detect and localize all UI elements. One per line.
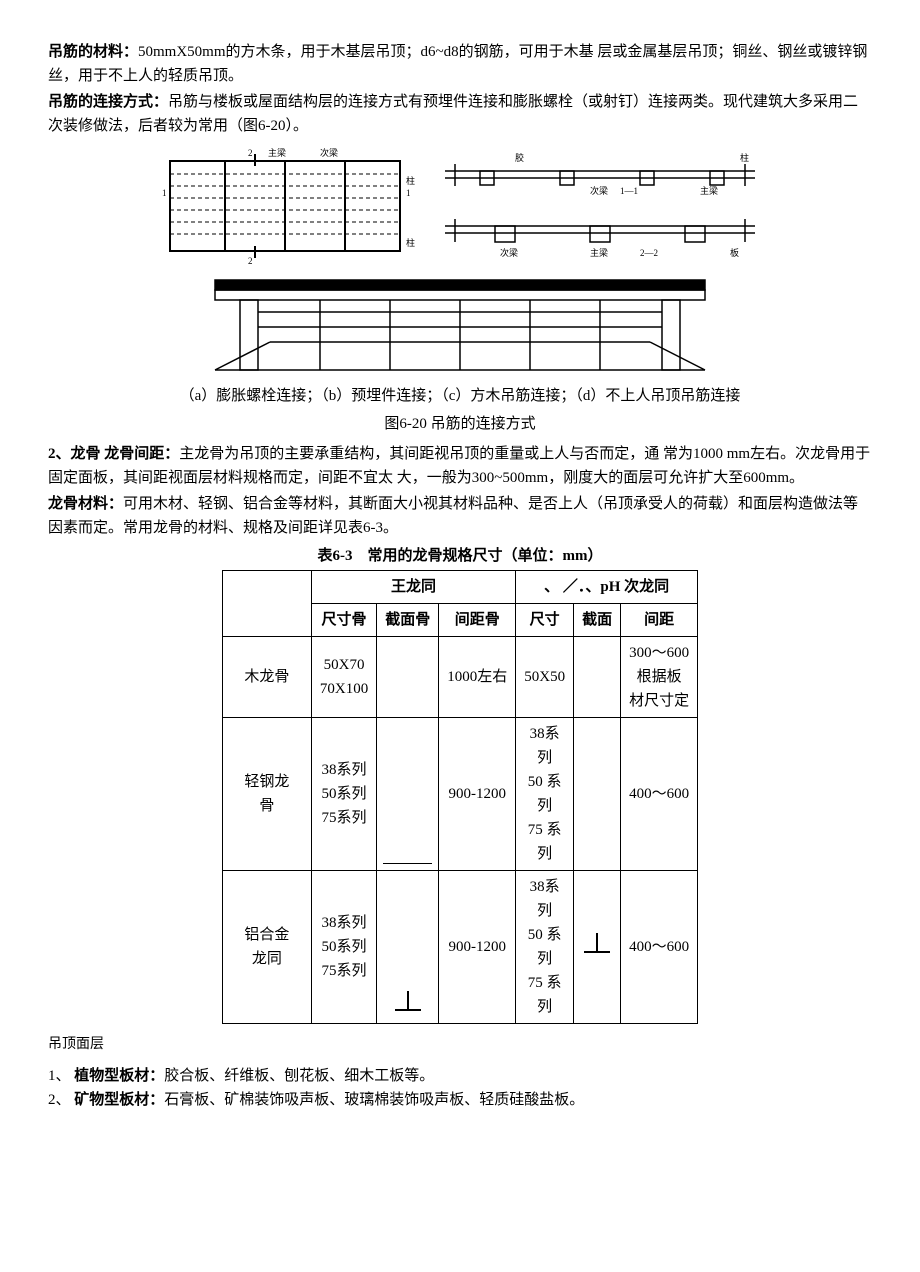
svg-text:次梁: 次梁 (500, 247, 518, 258)
svg-text:板: 板 (730, 247, 739, 258)
th-c6: 间距 (621, 604, 698, 637)
cell-2-5 (574, 871, 621, 1024)
body-l1: 胶合板、纤维板、刨花板、细木工板等。 (164, 1068, 434, 1084)
t-shape-icon (395, 991, 421, 1011)
figure-caption-a: （a）膨胀螺栓连接；（b）预埋件连接；（c）方木吊筋连接；（d）不上人吊顶吊筋连… (180, 384, 741, 408)
cell-2-2 (377, 871, 439, 1024)
cell-name-0: 木龙骨 (222, 637, 311, 718)
cell-0-1: 50X70 70X100 (311, 637, 376, 718)
figure-top-row: 2 2 1 1 主梁 次梁 柱 柱 胶 次梁 主梁 (160, 146, 760, 266)
cell-0-2 (377, 637, 439, 718)
svg-text:主梁: 主梁 (700, 185, 718, 196)
lead-4: 龙骨材料： (48, 496, 123, 512)
lead-1: 吊筋的材料： (48, 44, 138, 60)
body-4: 可用木材、轻钢、铝合金等材料，其断面大小视其材料品种、是否上人（吊顶承受人的荷载… (48, 496, 858, 536)
table-label: 表6-3 (318, 548, 353, 564)
lead-2: 吊筋的连接方式： (48, 94, 168, 110)
body-l2: 石膏板、矿棉装饰吸声板、玻璃棉装饰吸声板、轻质硅酸盐板。 (164, 1092, 584, 1108)
svg-text:1: 1 (162, 188, 167, 198)
figure-caption-b: 图6-20 吊筋的连接方式 (384, 412, 535, 436)
svg-text:次梁: 次梁 (590, 185, 608, 196)
th-c1: 尺寸骨 (311, 604, 376, 637)
cell-2-3: 900-1200 (439, 871, 516, 1024)
cell-1-6: 400〜600 (621, 718, 698, 871)
num-2: 2、 (48, 1092, 71, 1108)
cell-2-4: 38系 列 50 系 列 75 系 列 (516, 871, 574, 1024)
t-shape-icon (584, 933, 610, 953)
svg-text:柱: 柱 (740, 152, 749, 163)
keel-spec-table: 王龙同 、 ／．、pH 次龙同 尺寸骨 截面骨 间距骨 尺寸 截面 间距 木龙骨… (222, 570, 698, 1024)
cell-2-6: 400〜600 (621, 871, 698, 1024)
lead-3: 2、龙骨 龙骨间距： (48, 446, 179, 462)
body-2: 吊筋与楼板或屋面结构层的连接方式有预埋件连接和膨胀螺栓（或射钉）连接两类。现代建… (48, 94, 858, 134)
table-title-text: 常用的龙骨规格尺寸（单位：mm） (368, 548, 603, 564)
svg-text:主梁: 主梁 (268, 147, 286, 158)
cell-0-4: 50X50 (516, 637, 574, 718)
list-item-2: 2、 矿物型板材：石膏板、矿棉装饰吸声板、玻璃棉装饰吸声板、轻质硅酸盐板。 (48, 1088, 872, 1112)
lead-l2: 矿物型板材： (74, 1092, 164, 1108)
section-drawings: 胶 次梁 主梁 柱 1—1 次梁 主梁 2—2 板 (440, 146, 760, 266)
figure-6-20: 2 2 1 1 主梁 次梁 柱 柱 胶 次梁 主梁 (48, 146, 872, 438)
svg-text:主梁: 主梁 (590, 247, 608, 258)
para-keel-spacing: 2、龙骨 龙骨间距：主龙骨为吊顶的主要承重结构，其间距视吊顶的重量或上人与否而定… (48, 442, 872, 490)
cell-1-1: 38系列 50系列 75系列 (311, 718, 376, 871)
svg-text:柱: 柱 (406, 237, 415, 248)
para-keel-material: 龙骨材料：可用木材、轻钢、铝合金等材料，其断面大小视其材料品种、是否上人（吊顶承… (48, 492, 872, 540)
svg-text:胶: 胶 (515, 152, 524, 163)
svg-text:次梁: 次梁 (320, 147, 338, 158)
table-title: 表6-3 常用的龙骨规格尺寸（单位：mm） (48, 544, 872, 568)
lead-l1: 植物型板材： (74, 1068, 164, 1084)
cell-0-3: 1000左右 (439, 637, 516, 718)
cell-1-3: 900-1200 (439, 718, 516, 871)
cell-1-4: 38系 列 50 系 列 75 系 列 (516, 718, 574, 871)
num-1: 1、 (48, 1068, 71, 1084)
svg-text:2—2: 2—2 (640, 248, 658, 258)
body-1: 50mmX50mm的方木条，用于木基层吊顶；d6~d8的钢筋，可用于木基 层或金… (48, 44, 867, 84)
para-hanger-material: 吊筋的材料：50mmX50mm的方木条，用于木基层吊顶；d6~d8的钢筋，可用于… (48, 40, 872, 88)
table-row: 轻钢龙 骨 38系列 50系列 75系列 900-1200 38系 列 50 系… (222, 718, 697, 871)
cell-2-1: 38系列 50系列 75系列 (311, 871, 376, 1024)
th-c5: 截面 (574, 604, 621, 637)
perspective-drawing (210, 272, 710, 382)
table-row: 木龙骨 50X70 70X100 1000左右 50X50 300〜600 根据… (222, 637, 697, 718)
th-c3: 间距骨 (439, 604, 516, 637)
svg-text:1—1: 1—1 (620, 186, 638, 196)
cell-1-5 (574, 718, 621, 871)
th-sub: 、 ／．、pH 次龙同 (516, 571, 698, 604)
section-ceiling-face: 吊顶面层 (48, 1034, 872, 1056)
list-item-1: 1、 植物型板材：胶合板、纤维板、刨花板、细木工板等。 (48, 1064, 872, 1088)
svg-text:柱: 柱 (406, 175, 415, 186)
th-main: 王龙同 (311, 571, 515, 604)
cell-name-2: 铝合金 龙同 (222, 871, 311, 1024)
th-c4: 尺寸 (516, 604, 574, 637)
table-row: 铝合金 龙同 38系列 50系列 75系列 900-1200 38系 列 50 … (222, 871, 697, 1024)
svg-text:1: 1 (406, 188, 411, 198)
para-hanger-connect: 吊筋的连接方式：吊筋与楼板或屋面结构层的连接方式有预埋件连接和膨胀螺栓（或射钉）… (48, 90, 872, 138)
svg-text:2: 2 (248, 148, 253, 158)
cell-0-6: 300〜600 根据板 材尺寸定 (621, 637, 698, 718)
cell-1-2 (377, 718, 439, 871)
cell-name-1: 轻钢龙 骨 (222, 718, 311, 871)
th-c2: 截面骨 (377, 604, 439, 637)
plan-drawing: 2 2 1 1 主梁 次梁 柱 柱 (160, 146, 420, 266)
svg-text:2: 2 (248, 256, 253, 266)
cell-0-5 (574, 637, 621, 718)
